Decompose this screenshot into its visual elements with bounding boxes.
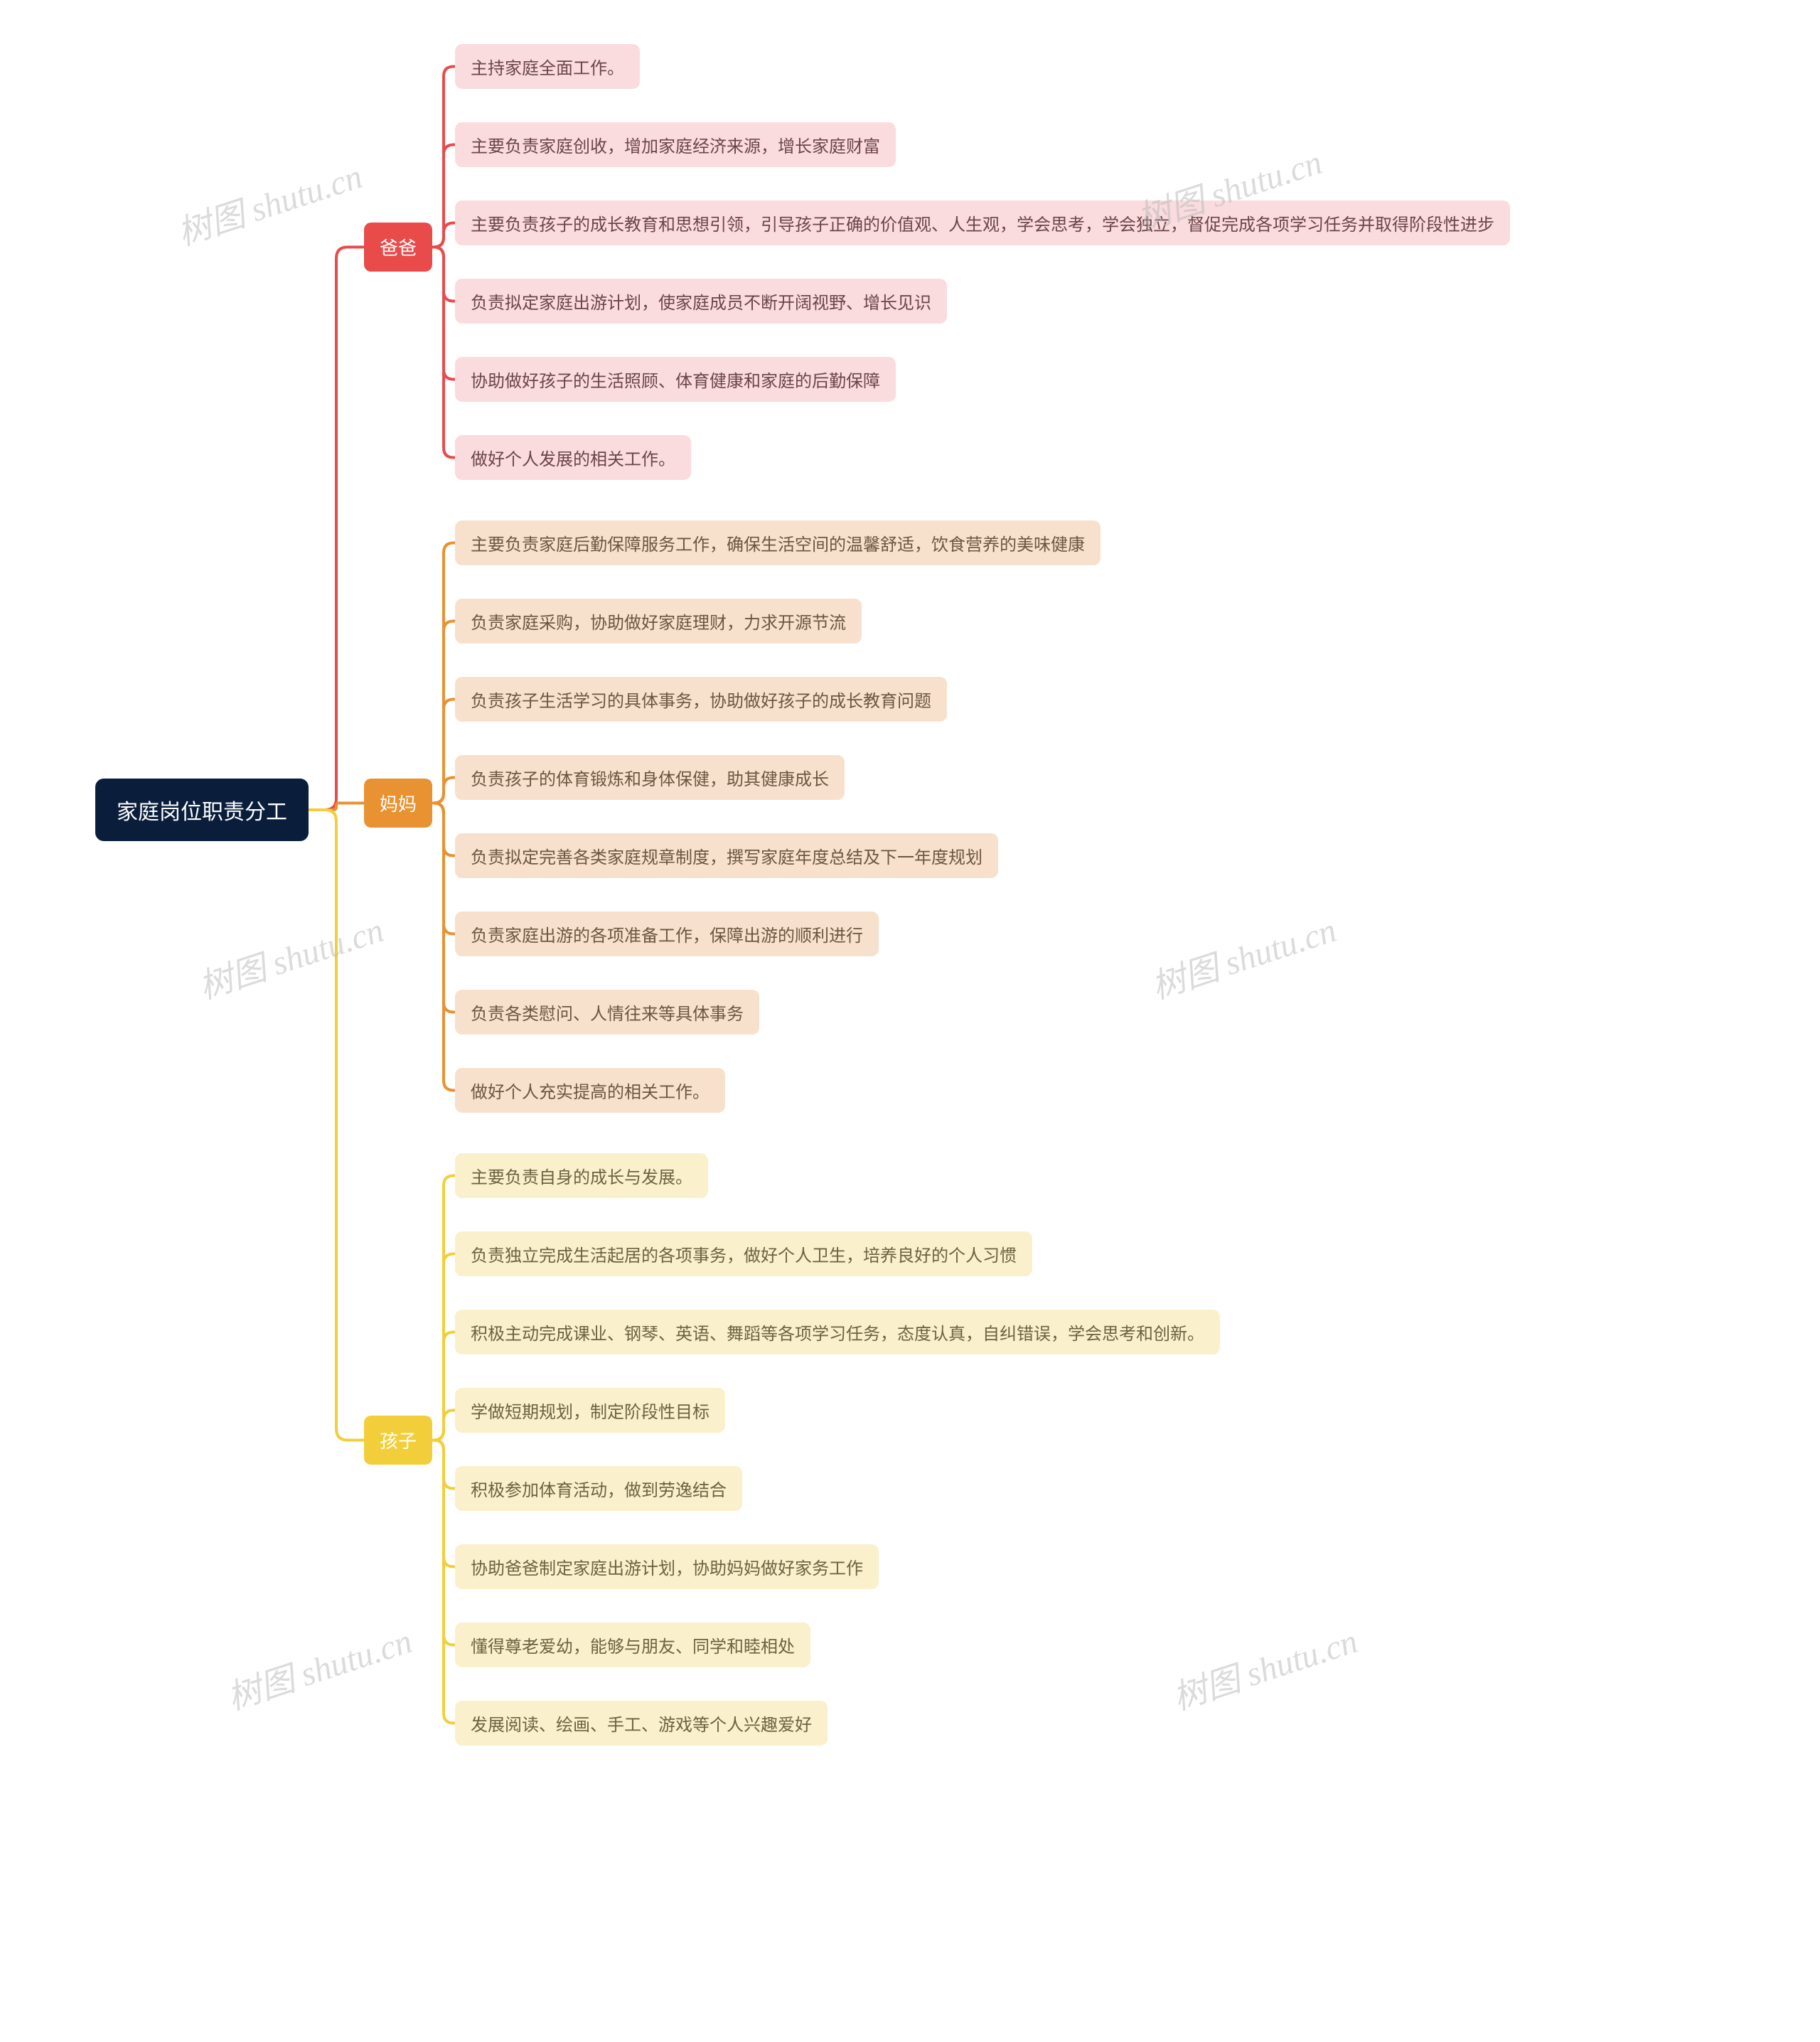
leaf-node: 做好个人发展的相关工作。	[455, 435, 691, 480]
branch-node-mom: 妈妈	[364, 779, 432, 828]
branch-node-dad: 爸爸	[364, 223, 432, 272]
watermark: 树图 shutu.cn	[191, 902, 389, 1008]
leaf-node: 负责独立完成生活起居的各项事务，做好个人卫生，培养良好的个人习惯	[455, 1231, 1032, 1276]
watermark: 树图 shutu.cn	[1165, 1613, 1363, 1719]
root-node: 家庭岗位职责分工	[95, 779, 309, 841]
leaf-node: 负责家庭出游的各项准备工作，保障出游的顺利进行	[455, 912, 879, 956]
leaf-node: 协助爸爸制定家庭出游计划，协助妈妈做好家务工作	[455, 1544, 879, 1589]
leaf-node: 主要负责孩子的成长教育和思想引领，引导孩子正确的价值观、人生观，学会思考，学会独…	[455, 201, 1510, 245]
leaf-node: 发展阅读、绘画、手工、游戏等个人兴趣爱好	[455, 1701, 828, 1746]
leaf-node: 主要负责家庭后勤保障服务工作，确保生活空间的温馨舒适，饮食营养的美味健康	[455, 520, 1101, 565]
leaf-node: 积极参加体育活动，做到劳逸结合	[455, 1466, 742, 1511]
leaf-node: 负责家庭采购，协助做好家庭理财，力求开源节流	[455, 599, 862, 643]
leaf-node: 学做短期规划，制定阶段性目标	[455, 1388, 725, 1433]
watermark: 树图 shutu.cn	[1144, 902, 1342, 1008]
mindmap-container: 家庭岗位职责分工 爸爸 主持家庭全面工作。主要负责家庭创收，增加家庭经济来源，增长…	[0, 0, 1820, 2042]
watermark: 树图 shutu.cn	[220, 1613, 417, 1719]
leaf-node: 负责各类慰问、人情往来等具体事务	[455, 990, 759, 1035]
leaf-node: 主要负责家庭创收，增加家庭经济来源，增长家庭财富	[455, 122, 896, 167]
leaf-node: 积极主动完成课业、钢琴、英语、舞蹈等各项学习任务，态度认真，自纠错误，学会思考和…	[455, 1310, 1220, 1354]
branch-node-child: 孩子	[364, 1416, 432, 1465]
leaf-node: 负责孩子的体育锻炼和身体保健，助其健康成长	[455, 755, 845, 800]
leaf-node: 懂得尊老爱幼，能够与朋友、同学和睦相处	[455, 1623, 810, 1667]
leaf-node: 负责拟定完善各类家庭规章制度，撰写家庭年度总结及下一年度规划	[455, 833, 998, 878]
leaf-node: 主持家庭全面工作。	[455, 44, 640, 89]
leaf-node: 主要负责自身的成长与发展。	[455, 1153, 708, 1198]
leaf-node: 负责拟定家庭出游计划，使家庭成员不断开阔视野、增长见识	[455, 279, 947, 324]
watermark: 树图 shutu.cn	[170, 148, 368, 255]
leaf-node: 做好个人充实提高的相关工作。	[455, 1068, 725, 1113]
leaf-node: 协助做好孩子的生活照顾、体育健康和家庭的后勤保障	[455, 357, 896, 402]
leaf-node: 负责孩子生活学习的具体事务，协助做好孩子的成长教育问题	[455, 677, 947, 722]
